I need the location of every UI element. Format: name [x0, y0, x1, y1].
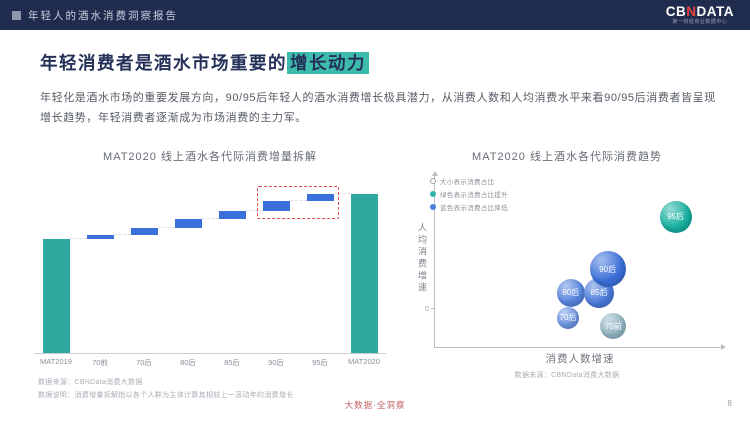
waterfall-plot — [34, 172, 386, 354]
waterfall-connector — [157, 226, 175, 228]
bubble-label: 85后 — [590, 288, 608, 298]
y-axis-arrow-icon — [431, 171, 438, 176]
bubble-label: 70前 — [604, 321, 622, 331]
y-axis-label: 人均消费增速 — [417, 222, 427, 295]
waterfall-bar-85后 — [218, 210, 246, 219]
waterfall-x-label: 95后 — [312, 358, 328, 367]
legend-label: 大小表示消费占比 — [440, 179, 495, 186]
zero-label: 0 — [425, 306, 429, 314]
waterfall-connector — [333, 192, 351, 194]
footer-slogan: 大数据·全洞察 — [344, 400, 406, 410]
waterfall-x-labels: MAT2019 70前 70后 80后 85后 90后 95后 MAT2020 — [34, 357, 386, 368]
waterfall-connector — [289, 199, 307, 201]
legend-label: 绿色表示消费占比提升 — [440, 192, 508, 199]
left-chart-note: 数据说明：消费增量拆解指以各个人群为主体计算其相较上一滚动年的消费增长 — [38, 392, 294, 399]
waterfall-bar-95后 — [306, 193, 334, 201]
legend-item-size: 大小表示消费占比 — [430, 176, 508, 186]
cbndata-logo: CBNDATA 第一财经商业数据中心 — [666, 4, 734, 25]
waterfall-x-label: 80后 — [180, 358, 196, 367]
legend-up-icon — [430, 191, 436, 197]
bubble-chart-title: MAT2020 线上酒水各代际消费趋势 — [472, 151, 662, 163]
zero-tick — [431, 308, 435, 310]
legend-label: 蓝色表示消费占比降低 — [440, 205, 508, 212]
bubble-80后: 80后 — [556, 278, 585, 307]
waterfall-bar-90后 — [262, 200, 290, 211]
legend-item-up: 绿色表示消费占比提升 — [430, 189, 508, 199]
logo-part-cb: CB — [665, 4, 687, 20]
bubble-label: 90后 — [599, 264, 617, 274]
page-title: 年轻消费者是酒水市场重要的 增长动力 — [40, 50, 369, 75]
page-title-highlight: 增长动力 — [287, 52, 369, 74]
bubble-70前: 70前 — [600, 313, 627, 340]
waterfall-x-label: 85后 — [224, 358, 240, 367]
bubble-plot: 人均消费增速 消费人数增速 0 大小表示消费占比 绿色表示消费占比提升 蓝色表示… — [408, 170, 726, 365]
waterfall-x-label: 90后 — [268, 358, 284, 367]
waterfall-connector — [201, 217, 219, 219]
legend-item-down: 蓝色表示消费占比降低 — [430, 202, 508, 212]
waterfall-bar-70前 — [86, 234, 114, 240]
logo-part-n: N — [686, 4, 697, 20]
waterfall-x-label: MAT2019 — [40, 357, 72, 366]
bubble-chart: MAT2020 线上酒水各代际消费趋势 人均消费增速 消费人数增速 0 大小表示… — [408, 148, 726, 380]
x-axis-line — [434, 347, 723, 348]
right-chart-source: 数据来源：CBNData消费大数据 — [514, 372, 620, 379]
legend-size-icon — [430, 178, 436, 184]
waterfall-x-label: MAT2020 — [348, 357, 380, 366]
bubble-90后: 90后 — [589, 251, 626, 288]
waterfall-bar-80后 — [174, 218, 202, 228]
y-axis-line — [434, 176, 435, 348]
x-axis-arrow-icon — [721, 344, 726, 350]
bubble-label: 95后 — [667, 212, 684, 222]
page-number: 8 — [727, 399, 732, 408]
waterfall-connector — [113, 233, 131, 235]
waterfall-bar-70后 — [130, 227, 158, 235]
waterfall-bar-MAT2020 — [350, 193, 378, 353]
waterfall-connector — [69, 238, 87, 240]
body-text: 年轻化是酒水市场的重要发展方向，90/95后年轻人的酒水消费增长极具潜力，从消费… — [40, 92, 716, 125]
bubble-label: 80后 — [562, 288, 580, 298]
bubble-95后: 95后 — [659, 200, 692, 233]
left-chart-source: 数据来源：CBNData消费大数据 — [38, 379, 143, 386]
logo-text: CBNDATA — [666, 4, 734, 20]
waterfall-x-label: 70前 — [92, 358, 108, 367]
top-bar: 年轻人的酒水消费洞察报告 CBNDATA 第一财经商业数据中心 — [0, 0, 750, 30]
bubble-85后: 85后 — [584, 277, 615, 308]
report-title: 年轻人的酒水消费洞察报告 — [28, 9, 178, 22]
bubble-label: 70后 — [559, 313, 577, 323]
waterfall-connector — [245, 209, 263, 211]
waterfall-x-label: 70后 — [136, 358, 152, 367]
waterfall-chart: MAT2020 线上酒水各代际消费增量拆解 MAT2019 70前 70后 80后 85… — [34, 148, 386, 400]
header-left: 年轻人的酒水消费洞察报告 — [12, 8, 178, 23]
legend-down-icon — [430, 204, 436, 210]
bubble-legend: 大小表示消费占比 绿色表示消费占比提升 蓝色表示消费占比降低 — [430, 176, 508, 215]
logo-part-data: DATA — [696, 4, 734, 20]
page-title-text: 年轻消费者是酒水市场重要的 — [40, 53, 287, 73]
highlight-box — [257, 185, 339, 219]
bubble-70后: 70后 — [557, 306, 579, 329]
logo-tagline: 第一财经商业数据中心 — [672, 18, 728, 25]
waterfall-chart-title: MAT2020 线上酒水各代际消费增量拆解 — [103, 151, 317, 163]
header-bullet-icon — [12, 10, 21, 20]
waterfall-bar-MAT2019 — [42, 239, 70, 353]
x-axis-label: 消费人数增速 — [545, 353, 615, 365]
